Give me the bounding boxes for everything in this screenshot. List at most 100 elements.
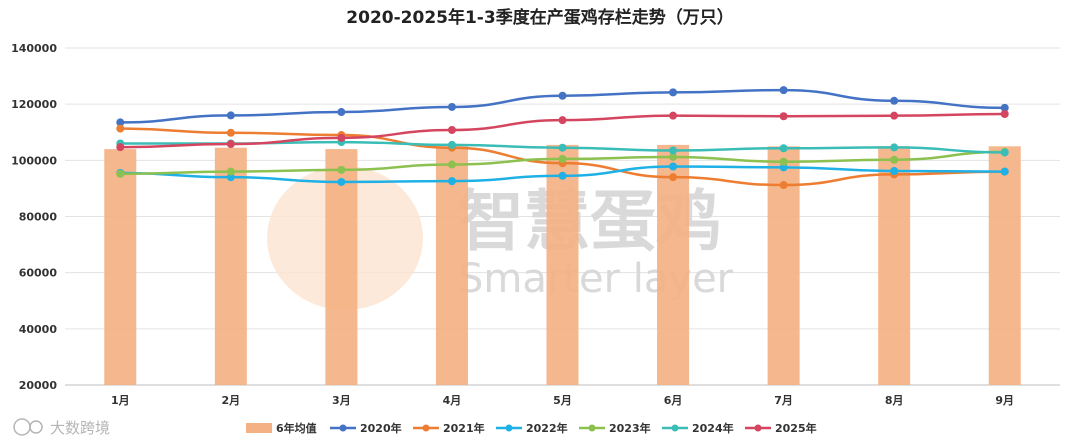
data-point bbox=[558, 154, 567, 163]
x-tick-label: 6月 bbox=[664, 394, 683, 407]
data-point bbox=[890, 167, 899, 176]
data-point bbox=[669, 146, 678, 155]
series-line-group bbox=[116, 109, 1009, 152]
series-line-group bbox=[116, 86, 1009, 127]
legend-marker bbox=[671, 424, 679, 432]
data-point bbox=[669, 173, 678, 182]
legend-item: 2021年 bbox=[413, 421, 485, 435]
data-point bbox=[226, 173, 235, 182]
data-point bbox=[669, 162, 678, 171]
data-point bbox=[337, 165, 346, 174]
data-point bbox=[337, 177, 346, 186]
data-point bbox=[447, 160, 456, 169]
axes: 20000 40000 60000 80000 100000 120000 140000 1月… bbox=[11, 42, 1014, 407]
bar bbox=[325, 149, 358, 385]
legend-item: 2025年 bbox=[745, 421, 817, 435]
data-point bbox=[558, 116, 567, 125]
bar bbox=[878, 146, 911, 385]
data-point bbox=[890, 111, 899, 120]
data-point bbox=[447, 177, 456, 186]
x-tick-label: 5月 bbox=[553, 394, 572, 407]
legend-marker bbox=[339, 424, 347, 432]
data-point bbox=[226, 128, 235, 137]
legend-label: 2025年 bbox=[775, 421, 817, 435]
data-point bbox=[226, 111, 235, 120]
data-point bbox=[226, 140, 235, 149]
legend-label: 2021年 bbox=[443, 421, 485, 435]
legend-marker bbox=[505, 424, 513, 432]
data-point bbox=[116, 124, 125, 133]
data-point bbox=[558, 91, 567, 100]
x-tick-label: 7月 bbox=[774, 394, 793, 407]
y-tick-label: 120000 bbox=[11, 98, 57, 111]
data-point bbox=[1000, 148, 1009, 157]
legend-item: 2022年 bbox=[496, 421, 568, 435]
bar bbox=[214, 147, 247, 385]
x-tick-label: 8月 bbox=[885, 394, 904, 407]
y-tick-label: 20000 bbox=[19, 379, 58, 392]
data-point bbox=[116, 143, 125, 152]
x-tick-label: 1月 bbox=[111, 394, 130, 407]
source-text: 大数跨境 bbox=[50, 419, 110, 437]
source-logo-icon-inner bbox=[29, 420, 43, 434]
bar-series bbox=[104, 144, 1021, 385]
legend-marker bbox=[422, 424, 430, 432]
legend: 6年均值 2020年 2021年 2022年 2023年 2024年 2025年 bbox=[246, 421, 817, 435]
data-point bbox=[1000, 167, 1009, 176]
data-point bbox=[779, 181, 788, 190]
data-point bbox=[890, 155, 899, 164]
data-point bbox=[116, 118, 125, 127]
data-point bbox=[779, 163, 788, 172]
legend-item: 6年均值 bbox=[246, 421, 317, 435]
legend-label: 2020年 bbox=[360, 421, 402, 435]
bar bbox=[546, 144, 579, 385]
data-point bbox=[116, 169, 125, 178]
y-tick-label: 140000 bbox=[11, 42, 57, 55]
data-point bbox=[1000, 103, 1009, 112]
legend-swatch bbox=[246, 423, 272, 433]
bar bbox=[104, 149, 137, 385]
data-point bbox=[447, 126, 456, 135]
line-series bbox=[116, 86, 1009, 190]
data-point bbox=[779, 112, 788, 121]
source-watermark: 大数跨境 bbox=[13, 418, 110, 437]
data-point bbox=[447, 102, 456, 111]
x-tick-label: 9月 bbox=[995, 394, 1014, 407]
legend-marker bbox=[754, 424, 762, 432]
watermark-english-text: Smarter layer bbox=[458, 256, 734, 302]
data-point bbox=[779, 157, 788, 166]
data-point bbox=[226, 167, 235, 176]
x-tick-label: 3月 bbox=[332, 394, 351, 407]
bar bbox=[657, 144, 690, 385]
bar bbox=[988, 146, 1021, 385]
legend-item: 2023年 bbox=[579, 421, 651, 435]
data-point bbox=[890, 96, 899, 105]
y-tick-label: 80000 bbox=[19, 211, 58, 224]
chart-title: 2020-2025年1-3季度在产蛋鸡存栏走势（万只） bbox=[346, 7, 733, 28]
data-point bbox=[669, 88, 678, 97]
data-point bbox=[447, 140, 456, 149]
data-point bbox=[558, 143, 567, 152]
y-tick-label: 100000 bbox=[11, 154, 57, 167]
data-point bbox=[890, 143, 899, 152]
x-tick-label: 2月 bbox=[222, 394, 241, 407]
data-point bbox=[558, 171, 567, 180]
x-tick-label: 4月 bbox=[443, 394, 462, 407]
legend-item: 2024年 bbox=[662, 421, 734, 435]
source-logo-icon bbox=[13, 418, 31, 436]
legend-item: 2020年 bbox=[330, 421, 402, 435]
bar bbox=[435, 146, 468, 385]
series-line-group bbox=[116, 147, 1009, 178]
data-point bbox=[337, 108, 346, 117]
y-tick-label: 60000 bbox=[19, 267, 58, 280]
legend-label: 2024年 bbox=[692, 421, 734, 435]
data-point bbox=[669, 152, 678, 161]
legend-marker bbox=[588, 424, 596, 432]
legend-label: 2022年 bbox=[526, 421, 568, 435]
data-point bbox=[779, 144, 788, 153]
y-tick-label: 40000 bbox=[19, 323, 58, 336]
data-point bbox=[337, 133, 346, 142]
legend-label: 2023年 bbox=[609, 421, 651, 435]
data-point bbox=[669, 111, 678, 120]
